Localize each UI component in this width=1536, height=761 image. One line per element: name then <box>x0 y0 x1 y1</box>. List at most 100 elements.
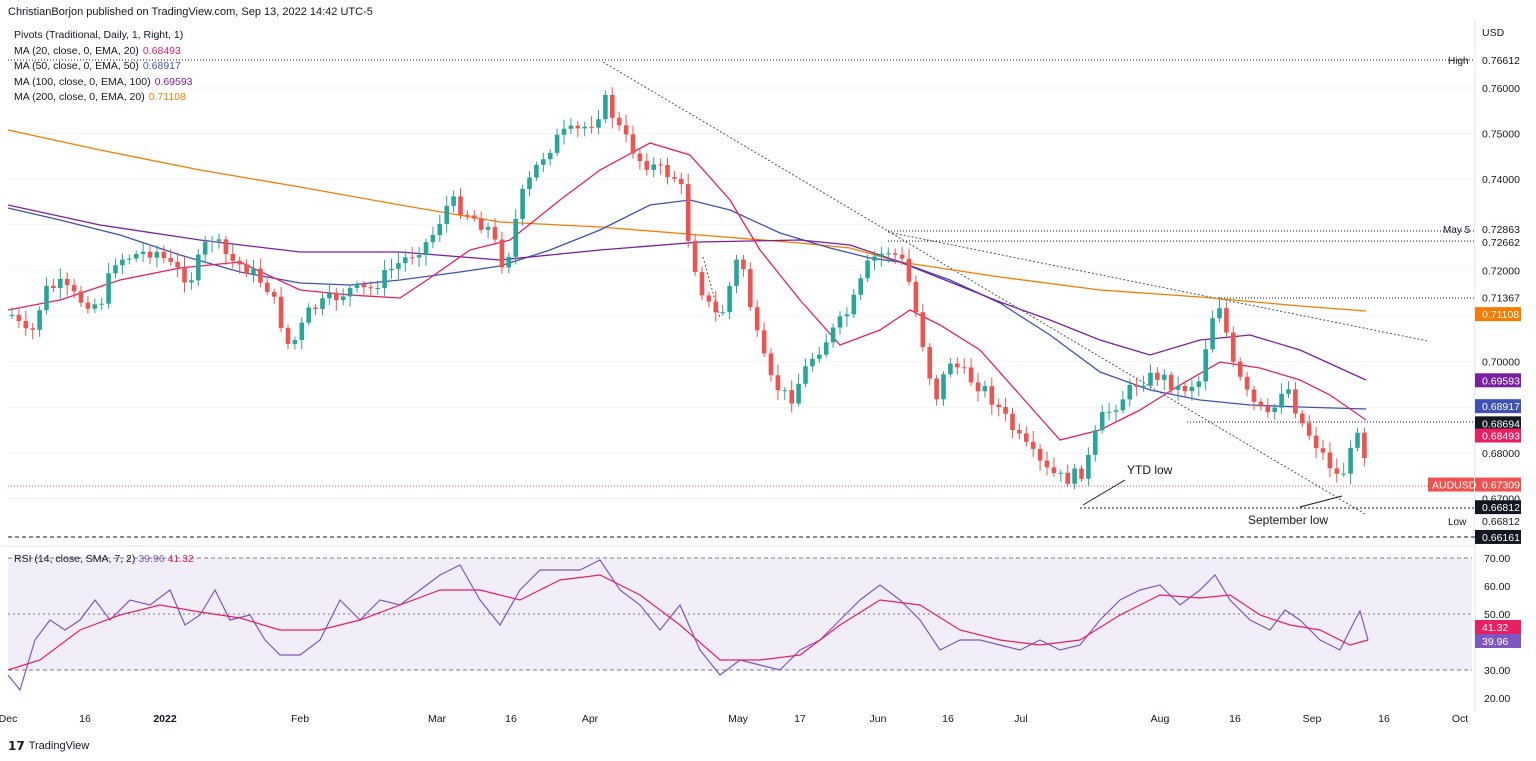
candle-body <box>368 287 374 289</box>
candle-body <box>1203 349 1208 382</box>
candle-body <box>334 293 339 301</box>
candle-body <box>961 367 967 369</box>
time-tick-label: Sep <box>1303 713 1322 725</box>
candle-body <box>168 258 173 262</box>
candle-body <box>506 256 512 268</box>
candle-body <box>278 296 284 328</box>
candle-body <box>899 254 905 259</box>
brand-text: TradingView <box>28 740 90 752</box>
rsi-value-tag <box>1475 634 1521 648</box>
candle-body <box>1113 410 1119 412</box>
candle-body <box>513 218 518 257</box>
candle-body <box>920 312 926 347</box>
candle-body <box>189 280 194 283</box>
candle-body <box>271 291 277 297</box>
time-tick-label: 17 <box>794 713 806 725</box>
candle-body <box>430 234 436 243</box>
candle-body <box>182 267 187 283</box>
candle-body <box>382 270 387 288</box>
candle-body <box>1003 407 1008 414</box>
ma20-line <box>7 142 1367 441</box>
candle-body <box>403 257 408 264</box>
footer-brand[interactable]: 𝟭𝟳 TradingView <box>8 739 89 753</box>
candle-body <box>1334 468 1340 474</box>
candle-body <box>803 366 808 384</box>
candle-body <box>465 214 470 216</box>
time-tick-label: 16 <box>505 713 517 725</box>
candle-body <box>775 375 781 391</box>
price-tag <box>1475 222 1521 237</box>
candle-body <box>347 288 353 297</box>
candle-body <box>741 259 746 270</box>
price-tag <box>1475 52 1521 67</box>
candle-body <box>941 374 946 400</box>
candle-body <box>375 287 380 289</box>
price-tag <box>1475 235 1521 250</box>
price-tag-name: May 5 <box>1443 225 1471 236</box>
candle-body <box>99 303 104 305</box>
candle-body <box>844 314 850 317</box>
candle-body <box>1224 308 1229 333</box>
candle-body <box>209 240 215 242</box>
legend-pivots[interactable]: Pivots (Traditional, Daily, 1, Right, 1) <box>14 29 184 41</box>
candle-body <box>1362 432 1367 459</box>
candle-body <box>734 259 739 286</box>
candle-body <box>1072 468 1077 484</box>
candle-body <box>340 296 346 301</box>
candle-body <box>547 152 553 160</box>
candle-body <box>44 285 49 311</box>
legend-ma50[interactable]: MA (50, close, 0, EMA, 50) 0.68917 <box>14 60 181 72</box>
chart-grid <box>8 87 1475 500</box>
candle-body <box>1231 332 1236 362</box>
price-tag-value: 0.72662 <box>1482 237 1520 249</box>
candle-body <box>1106 411 1112 413</box>
candle-body <box>892 253 898 255</box>
candle-body <box>1017 430 1022 434</box>
candle-body <box>1141 385 1146 387</box>
legend-ma100[interactable]: MA (100, close, 0, EMA, 100) 0.69593 <box>14 75 193 88</box>
candle-body <box>1327 452 1333 469</box>
candle-body <box>1093 430 1098 455</box>
ma200-line <box>7 129 1367 312</box>
candle-body <box>927 346 932 379</box>
candle-body <box>810 358 815 367</box>
candle-body <box>1030 441 1036 449</box>
trendline-upper <box>887 231 1429 342</box>
candle-body <box>292 340 298 344</box>
rsi-title: RSI (14, close, SMA, 7, 2) 39.96 41.32 <box>14 553 194 565</box>
price-tag-value: 0.71108 <box>1482 309 1519 321</box>
price-tag-name: Low <box>1448 517 1467 528</box>
candle-body <box>1272 407 1277 413</box>
candle-body <box>147 251 153 258</box>
candle-body <box>596 119 601 128</box>
candle-body <box>1244 376 1250 390</box>
candle-body <box>1182 385 1188 392</box>
candle-body <box>16 314 22 321</box>
candle-body <box>948 363 953 375</box>
candle-body <box>444 205 449 224</box>
candle-body <box>140 251 146 255</box>
candle-body <box>478 218 484 230</box>
rsi-signal-line <box>7 574 1369 671</box>
candle-body <box>85 302 91 309</box>
price-tag-value: 0.68694 <box>1482 418 1520 430</box>
candle-body <box>113 265 118 274</box>
candle-body <box>202 241 208 255</box>
price-chart[interactable]: 0.760000.750000.740000.730000.720000.710… <box>0 0 1536 735</box>
candle-body <box>658 164 663 166</box>
annotation-ytd-low: YTD low <box>1127 463 1173 477</box>
candle-body <box>23 320 29 329</box>
candle-body <box>485 227 491 230</box>
ma100-line <box>7 199 1367 410</box>
candle-body <box>437 223 443 235</box>
candle-body <box>968 367 974 383</box>
legend-ma200[interactable]: MA (200, close, 0, EMA, 20) 0.71108 <box>14 91 186 103</box>
candle-body <box>423 242 429 256</box>
legend-ma20[interactable]: MA (20, close, 0, EMA, 20) 0.68493 <box>14 44 181 57</box>
candle-body <box>306 307 311 323</box>
candle-body <box>92 304 98 309</box>
candle-body <box>554 134 560 153</box>
candle-body <box>886 253 891 255</box>
candle-body <box>1044 460 1050 468</box>
candle-body <box>1024 433 1029 442</box>
